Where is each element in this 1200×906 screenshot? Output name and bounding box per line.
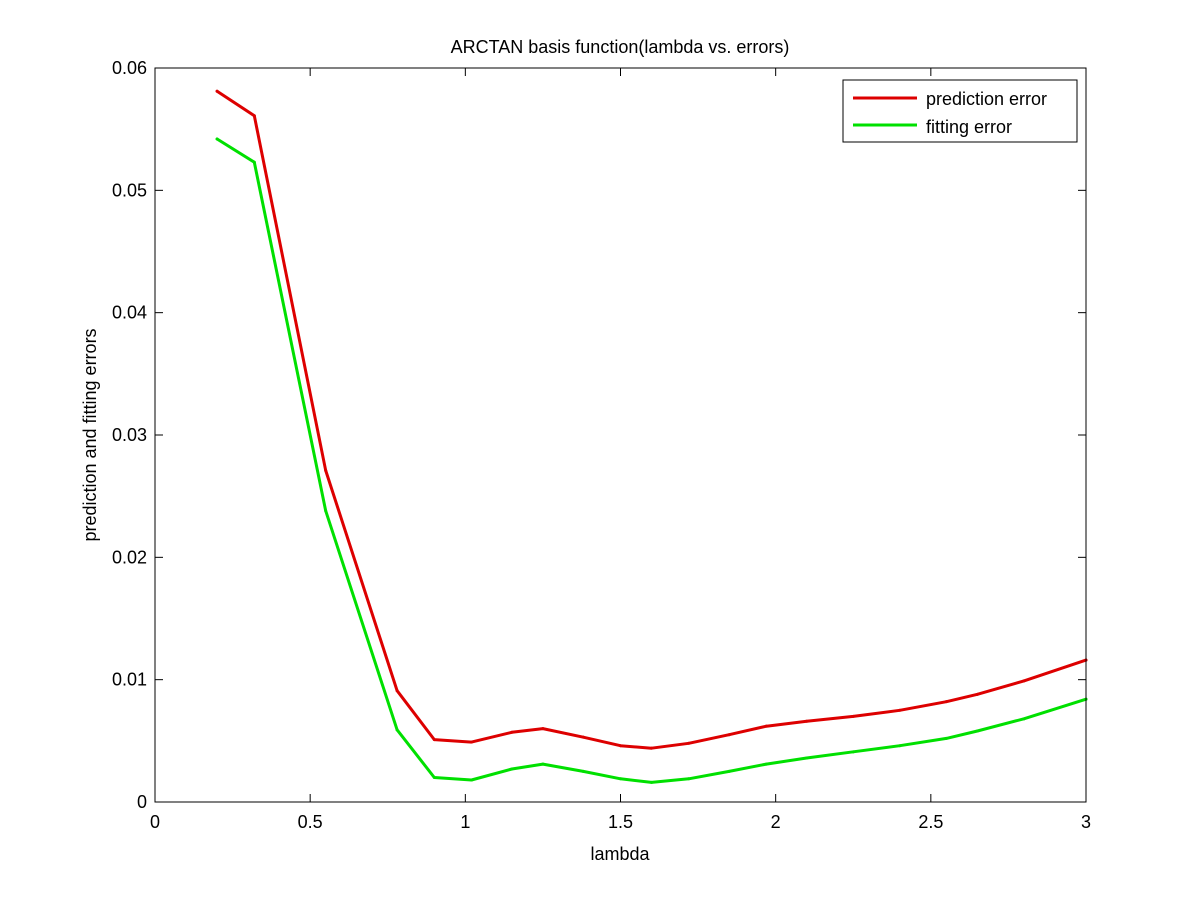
x-tick-label: 0.5 <box>298 812 323 832</box>
data-point-prediction-error <box>215 89 219 93</box>
y-tick-label: 0.03 <box>112 425 147 445</box>
data-point-fitting-error <box>324 509 328 513</box>
y-tick-label: 0.01 <box>112 670 147 690</box>
legend-box <box>842 79 1078 143</box>
data-point-prediction-error <box>1022 679 1026 683</box>
data-point-prediction-error <box>898 708 902 712</box>
data-point-prediction-error <box>975 692 979 696</box>
data-point-fitting-error <box>1022 717 1026 721</box>
y-axis-label: prediction and fitting errors <box>80 328 100 541</box>
data-point-prediction-error <box>805 719 809 723</box>
data-point-fitting-error <box>650 780 654 784</box>
plot-area <box>155 68 1086 802</box>
y-tick-label: 0.04 <box>112 303 147 323</box>
x-tick-label: 2.5 <box>918 812 943 832</box>
x-tick-label: 3 <box>1081 812 1091 832</box>
data-point-prediction-error <box>687 741 691 745</box>
data-point-fitting-error <box>944 736 948 740</box>
y-tick-label: 0.06 <box>112 58 147 78</box>
data-point-fitting-error <box>581 769 585 773</box>
data-point-fitting-error <box>727 769 731 773</box>
data-point-prediction-error <box>764 724 768 728</box>
data-point-prediction-error <box>541 727 545 731</box>
data-point-fitting-error <box>975 729 979 733</box>
series-layer <box>215 89 1088 784</box>
data-point-fitting-error <box>510 767 514 771</box>
legend-label-prediction-error: prediction error <box>926 89 1047 109</box>
x-tick-label: 1.5 <box>608 812 633 832</box>
data-point-fitting-error <box>619 777 622 781</box>
x-tick-label: 0 <box>150 812 160 832</box>
data-point-fitting-error <box>898 744 902 748</box>
data-point-fitting-error <box>215 137 219 141</box>
data-point-prediction-error <box>727 733 731 737</box>
data-point-prediction-error <box>650 746 654 750</box>
legend-label-fitting-error: fitting error <box>926 117 1012 137</box>
data-point-prediction-error <box>470 740 474 744</box>
data-point-fitting-error <box>541 762 545 766</box>
y-tick-label: 0 <box>137 792 147 812</box>
data-point-prediction-error <box>851 714 855 718</box>
data-point-fitting-error <box>470 778 474 782</box>
data-point-prediction-error <box>944 700 948 704</box>
data-point-fitting-error <box>687 777 691 781</box>
x-tick-label: 2 <box>771 812 781 832</box>
data-point-fitting-error <box>432 776 436 780</box>
data-point-fitting-error <box>851 750 855 754</box>
y-tick-label: 0.05 <box>112 180 147 200</box>
y-tick-label: 0.02 <box>112 547 147 567</box>
data-point-fitting-error <box>805 756 809 760</box>
data-point-prediction-error <box>324 468 328 472</box>
x-axis-label: lambda <box>590 844 650 864</box>
data-point-fitting-error <box>252 160 256 164</box>
data-point-prediction-error <box>432 738 436 742</box>
data-point-prediction-error <box>510 730 514 734</box>
data-point-prediction-error <box>619 744 622 748</box>
x-tick-label: 1 <box>460 812 470 832</box>
chart-title: ARCTAN basis function(lambda vs. errors) <box>451 37 790 57</box>
data-point-prediction-error <box>395 689 399 693</box>
data-point-fitting-error <box>395 728 399 732</box>
ticks-layer: 0 0.5 1 1.5 2 2.5 3 0 0.01 0.02 0.03 0.04 0.05 0.06 <box>112 58 1091 832</box>
data-point-prediction-error <box>581 735 585 739</box>
data-point-prediction-error <box>252 114 256 118</box>
legend: prediction error fitting error <box>842 79 1078 143</box>
data-point-fitting-error <box>764 762 768 766</box>
